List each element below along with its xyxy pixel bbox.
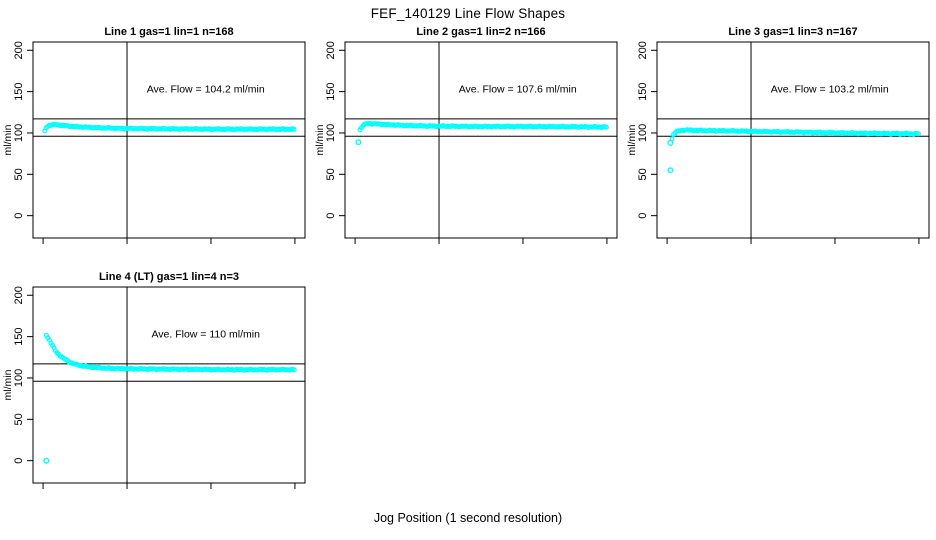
- y-tick-label: 50: [13, 413, 25, 425]
- axes-group: [339, 41, 618, 244]
- y-tick-label: 150: [637, 82, 649, 100]
- panel-title: Line 1 gas=1 lin=1 n=168: [104, 26, 234, 38]
- y-tick-label: 200: [325, 41, 337, 59]
- data-points-group: [43, 332, 297, 464]
- y-tick-label: 150: [325, 82, 337, 100]
- axes-group: [27, 41, 306, 244]
- x-axis-label: Jog Position (1 second resolution): [373, 511, 563, 525]
- ave-flow-annotation: Ave. Flow = 110 ml/min: [151, 328, 260, 340]
- y-tick-label: 0: [13, 213, 25, 219]
- subplot-panel-1: Line 1 gas=1 lin=1 n=1680501001500501001…: [0, 0, 312, 245]
- outlier-point: [667, 167, 674, 174]
- subplot-panel-3: Line 3 gas=1 lin=3 n=1670501001500501001…: [624, 0, 936, 245]
- y-tick-label: 0: [637, 213, 649, 219]
- ave-flow-annotation: Ave. Flow = 103.2 ml/min: [771, 83, 889, 95]
- subplot-panel-4: Line 4 (LT) gas=1 lin=4 n=30501001500501…: [0, 245, 312, 490]
- axes-group: [651, 41, 930, 244]
- ave-flow-annotation: Ave. Flow = 104.2 ml/min: [147, 83, 265, 95]
- y-tick-label: 100: [637, 124, 649, 142]
- tick-labels-group: 050100150050100150200ml/min: [626, 41, 649, 219]
- y-tick-label: 0: [325, 213, 337, 219]
- y-tick-label: 100: [325, 124, 337, 142]
- panel-title: Line 4 (LT) gas=1 lin=4 n=3: [98, 271, 240, 283]
- y-axis-unit-label: ml/min: [2, 124, 14, 155]
- y-tick-label: 200: [13, 41, 25, 59]
- figure-title: FEF_140129 Line Flow Shapes: [370, 6, 566, 21]
- y-axis-unit-label: ml/min: [2, 369, 14, 400]
- ave-flow-annotation: Ave. Flow = 107.6 ml/min: [459, 83, 577, 95]
- tick-labels-group: 050100150050100150200ml/min: [2, 286, 25, 464]
- y-tick-label: 200: [13, 286, 25, 304]
- y-axis-unit-label: ml/min: [626, 124, 638, 155]
- y-tick-label: 150: [13, 82, 25, 100]
- tick-labels-group: 050100150050100150200ml/min: [2, 41, 25, 219]
- outlier-point: [667, 139, 674, 146]
- y-axis-unit-label: ml/min: [314, 124, 326, 155]
- y-tick-label: 200: [637, 41, 649, 59]
- y-tick-label: 50: [325, 168, 337, 180]
- data-points-group: [355, 120, 609, 146]
- y-tick-label: 150: [13, 327, 25, 345]
- tick-labels-group: 050100150050100150200ml/min: [314, 41, 337, 219]
- panel-title: Line 2 gas=1 lin=2 n=166: [416, 26, 546, 38]
- y-tick-label: 100: [13, 369, 25, 387]
- axes-group: [27, 286, 306, 489]
- data-points-group: [42, 121, 297, 134]
- y-tick-label: 50: [13, 168, 25, 180]
- data-points-group: [667, 127, 921, 174]
- outlier-point: [355, 139, 362, 146]
- y-tick-label: 100: [13, 124, 25, 142]
- subplot-panel-2: Line 2 gas=1 lin=2 n=1660501001500501001…: [312, 0, 624, 245]
- panel-title: Line 3 gas=1 lin=3 n=167: [728, 26, 858, 38]
- y-tick-label: 0: [13, 458, 25, 464]
- outlier-point: [43, 457, 50, 464]
- y-tick-label: 50: [637, 168, 649, 180]
